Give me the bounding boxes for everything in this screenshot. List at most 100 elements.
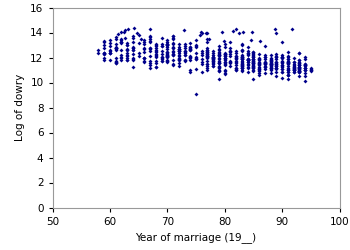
Point [222, 52, 228, 56]
Point [274, 66, 279, 70]
Point [302, 66, 308, 70]
Point [262, 55, 268, 59]
Point [245, 57, 251, 61]
Point [239, 54, 245, 58]
Point [203, 32, 209, 36]
Point [233, 27, 238, 31]
Point [216, 64, 222, 68]
Point [130, 34, 136, 38]
Point [239, 62, 245, 66]
Point [119, 58, 124, 62]
Point [308, 68, 314, 71]
Point [216, 56, 222, 60]
Point [147, 35, 153, 39]
Point [199, 62, 204, 66]
Point [136, 41, 141, 45]
Point [296, 65, 302, 69]
Point [251, 60, 256, 64]
Point [188, 68, 193, 72]
Point [296, 68, 302, 71]
Point [274, 52, 279, 56]
Point [102, 42, 107, 46]
Point [153, 60, 159, 64]
Point [164, 60, 170, 64]
Point [308, 69, 314, 73]
Point [147, 60, 153, 64]
Point [296, 66, 302, 70]
Point [262, 65, 268, 69]
Point [228, 62, 233, 66]
Point [141, 40, 147, 44]
Point [210, 61, 216, 65]
Point [296, 70, 302, 74]
Point [296, 70, 302, 73]
Point [239, 69, 245, 73]
Point [285, 62, 290, 66]
Point [210, 48, 216, 52]
Point [222, 62, 228, 66]
Point [164, 42, 170, 46]
Point [210, 56, 216, 60]
Point [122, 28, 127, 32]
Point [233, 59, 239, 63]
Point [285, 59, 290, 63]
Point [170, 46, 176, 50]
Point [251, 51, 256, 55]
Point [274, 66, 279, 70]
Point [302, 71, 308, 75]
Point [199, 49, 204, 53]
Point [147, 46, 153, 50]
Point [233, 50, 239, 54]
Point [268, 68, 273, 72]
Point [170, 46, 176, 50]
Point [164, 52, 170, 56]
Point [176, 47, 182, 51]
Point [124, 51, 130, 55]
Point [210, 53, 216, 57]
Point [274, 66, 279, 70]
Point [285, 62, 290, 66]
Point [205, 52, 210, 56]
Point [222, 52, 228, 56]
Point [228, 64, 233, 68]
Point [245, 65, 251, 69]
Point [228, 46, 233, 50]
Point [268, 62, 273, 66]
Point [124, 53, 130, 57]
Point [102, 52, 107, 56]
Point [274, 55, 279, 59]
Point [188, 47, 193, 51]
Point [262, 62, 268, 66]
Point [170, 49, 176, 53]
Point [274, 74, 279, 78]
Point [245, 51, 251, 55]
Point [245, 62, 251, 66]
Point [251, 54, 256, 58]
Point [239, 64, 245, 68]
Point [193, 43, 199, 47]
Point [188, 48, 193, 52]
Point [296, 58, 302, 62]
Point [199, 31, 204, 35]
Point [251, 52, 256, 56]
Point [205, 62, 210, 66]
Point [96, 51, 101, 55]
Point [176, 61, 182, 65]
Point [239, 57, 245, 61]
Point [296, 63, 302, 67]
Point [176, 58, 182, 62]
Point [285, 68, 290, 71]
Point [239, 63, 245, 67]
Point [285, 50, 290, 54]
Point [274, 67, 279, 71]
Point [188, 70, 193, 74]
Point [164, 38, 170, 42]
Point [170, 37, 176, 41]
Point [182, 49, 187, 53]
Point [279, 63, 285, 67]
Point [262, 44, 268, 48]
Point [279, 54, 285, 58]
Point [256, 62, 262, 66]
Point [268, 64, 273, 68]
Point [102, 52, 107, 56]
